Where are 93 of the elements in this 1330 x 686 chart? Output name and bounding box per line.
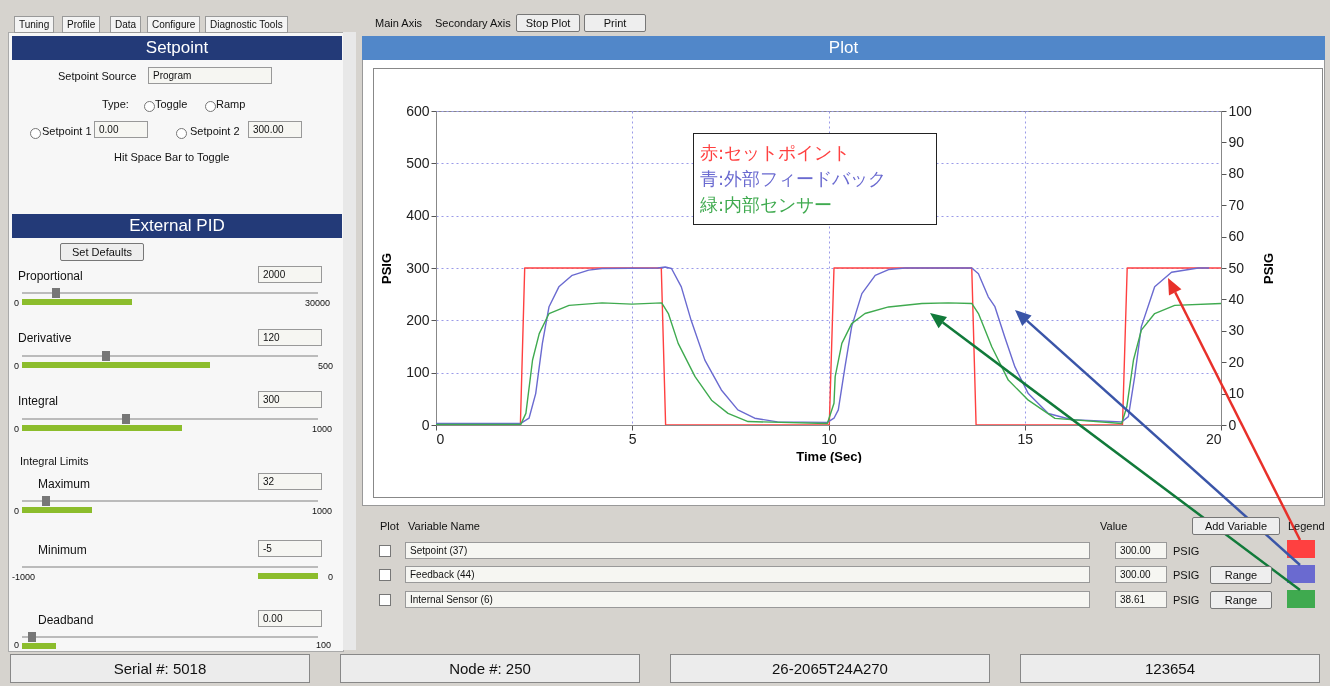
text: 26-2065T24A270 xyxy=(670,654,990,683)
text: 300.00 xyxy=(1115,566,1167,583)
y2-tick-label: 30 xyxy=(1228,322,1245,339)
text: 30000 xyxy=(305,298,331,308)
text: 123654 xyxy=(1020,654,1320,683)
text: 300.00 xyxy=(248,121,302,138)
text: 0 xyxy=(14,640,20,650)
text: Toggle xyxy=(155,98,188,110)
y2-tick-label: 80 xyxy=(1228,165,1245,182)
text: Secondary Axis xyxy=(435,17,511,29)
text: Print xyxy=(584,14,646,32)
text: Range xyxy=(1210,566,1272,584)
text: 0 xyxy=(328,572,334,582)
text: Diagnostic Tools xyxy=(205,16,288,33)
chart-title: Plot xyxy=(362,36,1325,60)
y2-axis-title: PSIG xyxy=(1260,252,1276,285)
text: Hit Space Bar to Toggle xyxy=(114,151,230,163)
text: PSIG xyxy=(1173,569,1200,581)
text: Value xyxy=(1100,520,1128,532)
text: Serial #: 5018 xyxy=(10,654,310,683)
text: Add Variable xyxy=(1192,517,1280,535)
text: Main Axis xyxy=(375,17,423,29)
text: -5 xyxy=(258,540,322,557)
text: 0.00 xyxy=(94,121,148,138)
text: 38.61 xyxy=(1115,591,1167,608)
text: Setpoint 2 xyxy=(190,125,240,137)
text: 500 xyxy=(318,361,334,371)
text: 0 xyxy=(14,361,20,371)
text: 300 xyxy=(258,391,322,408)
legend-box: 赤:セットポイント 青:外部フィードバック 緑:内部センサー xyxy=(693,133,938,225)
text: Integral Limits xyxy=(20,455,89,467)
y2-tick-label: 40 xyxy=(1228,290,1245,307)
text: 300.00 xyxy=(1115,542,1167,559)
x-tick-label: 15 xyxy=(1017,430,1034,447)
y-tick-label: 500 xyxy=(406,154,430,171)
text: Type: xyxy=(102,98,129,110)
text: Ramp xyxy=(216,98,246,110)
y-tick-label: 300 xyxy=(406,259,430,276)
y-tick-label: 200 xyxy=(406,311,430,328)
y2-tick-label: 100 xyxy=(1228,102,1253,119)
y-tick-label: 0 xyxy=(421,416,430,433)
text: External PID xyxy=(12,214,342,238)
x-tick-label: 20 xyxy=(1205,430,1222,447)
text: 1000 xyxy=(312,424,333,434)
text: Set Defaults xyxy=(60,243,144,261)
text: Minimum xyxy=(38,543,87,557)
text: Program xyxy=(148,67,272,84)
text: Setpoint xyxy=(12,36,342,60)
text: Deadband xyxy=(38,613,94,627)
y2-tick-label: 20 xyxy=(1228,353,1245,370)
text: Variable Name xyxy=(408,520,480,532)
text: Derivative xyxy=(18,331,72,345)
x-axis-title: Time (Sec) xyxy=(796,448,862,464)
y2-tick-label: 70 xyxy=(1228,196,1245,213)
text: 100 xyxy=(316,640,332,650)
text: PSIG xyxy=(1173,594,1200,606)
y-axis-title: PSIG xyxy=(379,252,395,285)
y-tick-label: 400 xyxy=(406,207,430,224)
text: Tuning xyxy=(14,16,55,33)
x-tick-label: 0 xyxy=(436,430,445,447)
y2-tick-label: 50 xyxy=(1228,259,1245,276)
text: Setpoint (37) xyxy=(405,542,1090,559)
y2-tick-label: 90 xyxy=(1228,133,1245,150)
text: -1000 xyxy=(12,572,36,582)
text: Proportional xyxy=(18,269,83,283)
y-tick-label: 600 xyxy=(406,102,430,119)
text: 0.00 xyxy=(258,610,322,627)
text: PSIG xyxy=(1173,545,1200,557)
text: Setpoint Source xyxy=(58,70,137,82)
text: 0 xyxy=(14,506,20,516)
text: Profile xyxy=(62,16,101,33)
y2-tick-label: 10 xyxy=(1228,385,1245,402)
text: 0 xyxy=(14,298,20,308)
text: Feedback (44) xyxy=(405,566,1090,583)
text: Stop Plot xyxy=(516,14,580,32)
text: 1000 xyxy=(312,506,333,516)
text: Integral xyxy=(18,394,59,408)
x-tick-label: 10 xyxy=(821,430,837,447)
text: 2000 xyxy=(258,266,322,283)
text: Range xyxy=(1210,591,1272,609)
x-tick-label: 5 xyxy=(628,430,637,447)
text: 32 xyxy=(258,473,322,490)
text: Configure xyxy=(147,16,201,33)
y2-tick-label: 60 xyxy=(1228,228,1245,245)
text: Data xyxy=(110,16,142,33)
text: Plot xyxy=(380,520,399,532)
text: Internal Sensor (6) xyxy=(405,591,1090,608)
text: Maximum xyxy=(38,477,91,491)
text: Node #: 250 xyxy=(340,654,640,683)
text: 120 xyxy=(258,329,322,346)
text: Setpoint 1 xyxy=(42,125,92,137)
y2-tick-label: 0 xyxy=(1228,416,1237,433)
y-tick-label: 100 xyxy=(406,364,430,381)
